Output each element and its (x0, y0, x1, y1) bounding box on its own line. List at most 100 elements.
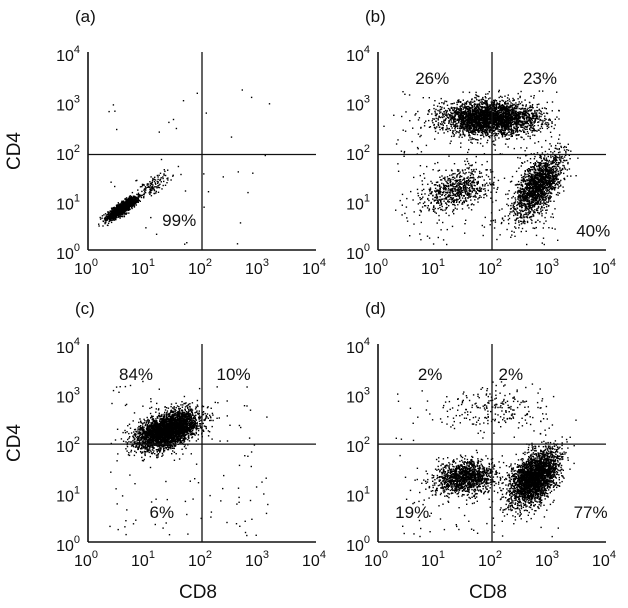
event-dot (464, 110, 467, 112)
event-dot (514, 106, 517, 108)
event-dot (498, 123, 500, 126)
event-dot (464, 129, 466, 131)
event-dot (468, 112, 470, 115)
event-dot (465, 187, 467, 190)
event-dot (458, 131, 460, 134)
event-dot (420, 127, 422, 129)
event-dot (436, 193, 438, 196)
event-dot (502, 133, 504, 135)
event-dot (452, 193, 455, 195)
event-dot (495, 114, 497, 116)
event-dot (489, 108, 492, 110)
event-dot (467, 120, 469, 123)
event-dot (144, 191, 147, 194)
event-dot (489, 105, 492, 107)
event-dot (434, 112, 437, 114)
event-dot (526, 130, 529, 133)
event-dot (123, 215, 126, 217)
event-dot (454, 120, 457, 123)
event-dot (485, 120, 488, 122)
event-dot (531, 120, 533, 122)
event-dot (465, 101, 468, 103)
event-dot (524, 114, 527, 117)
event-dot (467, 109, 469, 111)
event-dot (450, 112, 453, 115)
event-dot (120, 207, 122, 209)
event-dot (131, 191, 134, 194)
event-dot (502, 112, 505, 115)
event-dot (440, 198, 442, 201)
event-dot (498, 103, 500, 105)
event-dot (516, 127, 518, 129)
event-dot (482, 132, 484, 135)
event-dot (152, 185, 154, 188)
event-dot (466, 113, 468, 115)
event-dot (493, 102, 495, 104)
event-dot (473, 103, 476, 105)
event-dot (526, 120, 529, 123)
event-dot (513, 126, 515, 128)
event-dot (451, 197, 453, 199)
event-dot (133, 198, 135, 201)
event-dot (502, 100, 505, 102)
event-dot (149, 190, 151, 193)
event-dot (473, 118, 476, 120)
event-dot (466, 189, 468, 191)
event-dot (493, 143, 495, 146)
event-dot (533, 128, 535, 130)
event-dot (450, 194, 452, 197)
event-dot (122, 210, 124, 213)
event-dot (126, 199, 128, 202)
event-dot (445, 100, 448, 103)
event-dot (98, 223, 100, 225)
event-dot (458, 118, 460, 121)
event-dot (486, 102, 488, 104)
event-dot (472, 101, 474, 103)
event-dot (121, 212, 123, 214)
event-dot (539, 127, 541, 130)
event-dot (108, 217, 110, 219)
event-dot (459, 110, 462, 112)
event-dot (252, 172, 254, 174)
event-dot (492, 114, 494, 116)
event-dot (536, 106, 538, 108)
event-dot (498, 106, 500, 109)
event-dot (158, 186, 161, 189)
event-dot (454, 110, 456, 113)
event-dot (439, 179, 442, 181)
event-dot (484, 190, 486, 192)
event-dot (490, 115, 492, 117)
event-dot (518, 101, 520, 103)
event-dot (446, 125, 448, 127)
event-dot (486, 105, 488, 108)
event-dot (462, 122, 464, 125)
event-dot (501, 116, 503, 118)
event-dot (107, 222, 110, 224)
event-dot (112, 214, 114, 217)
event-dot (524, 128, 526, 131)
event-dot (110, 207, 113, 209)
event-dot (471, 118, 473, 121)
event-dot (435, 120, 437, 122)
event-dot (463, 112, 465, 115)
x-tick-label: 103 (245, 257, 269, 278)
event-dot (460, 120, 463, 122)
event-dot (466, 190, 468, 193)
event-dot (452, 115, 454, 117)
event-dot (486, 130, 488, 132)
event-dot (437, 109, 439, 112)
event-dot (507, 114, 509, 117)
event-dot (466, 126, 469, 128)
event-dot (432, 122, 434, 124)
event-dot (512, 108, 514, 110)
event-dot (444, 184, 446, 187)
event-dot (442, 129, 444, 131)
event-dot (503, 126, 505, 128)
event-dot (468, 113, 471, 116)
event-dot (433, 126, 436, 129)
event-dot (115, 210, 117, 213)
event-dot (522, 120, 524, 123)
event-dot (438, 116, 440, 118)
event-dot (477, 95, 479, 97)
event-dot (499, 100, 501, 103)
